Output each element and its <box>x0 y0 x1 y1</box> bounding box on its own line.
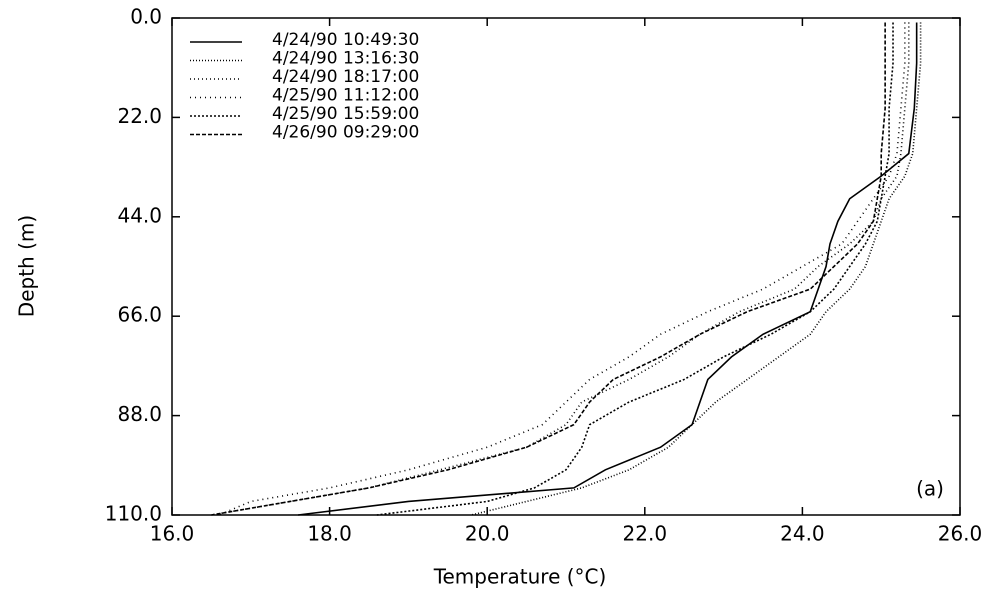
profile-line <box>376 22 894 516</box>
legend-label: 4/25/90 11:12:00 <box>272 86 419 106</box>
y-tick-label: 66.0 <box>117 303 162 327</box>
x-tick-label: 18.0 <box>307 522 352 546</box>
y-axis-label: Depth (m) <box>15 215 39 317</box>
legend-label: 4/25/90 15:59:00 <box>272 104 419 124</box>
y-tick-label: 0.0 <box>130 5 162 29</box>
x-axis-label: Temperature (°C) <box>433 565 607 589</box>
y-tick-label: 22.0 <box>117 104 162 128</box>
legend-label: 4/24/90 13:16:30 <box>272 49 419 69</box>
x-tick-label: 24.0 <box>780 522 825 546</box>
annotation: (a) <box>916 477 944 501</box>
x-tick-label: 26.0 <box>938 522 983 546</box>
profile-line <box>211 22 910 516</box>
profile-line <box>211 22 886 516</box>
y-tick-label: 110.0 <box>105 502 162 526</box>
legend-label: 4/26/90 09:29:00 <box>272 123 419 143</box>
x-tick-label: 16.0 <box>150 522 195 546</box>
x-tick-label: 20.0 <box>465 522 510 546</box>
x-tick-label: 22.0 <box>623 522 668 546</box>
y-tick-label: 88.0 <box>117 402 162 426</box>
y-tick-label: 44.0 <box>117 203 162 227</box>
legend-label: 4/24/90 18:17:00 <box>272 67 419 87</box>
legend-label: 4/24/90 10:49:30 <box>272 30 419 50</box>
plot-frame <box>171 17 961 516</box>
